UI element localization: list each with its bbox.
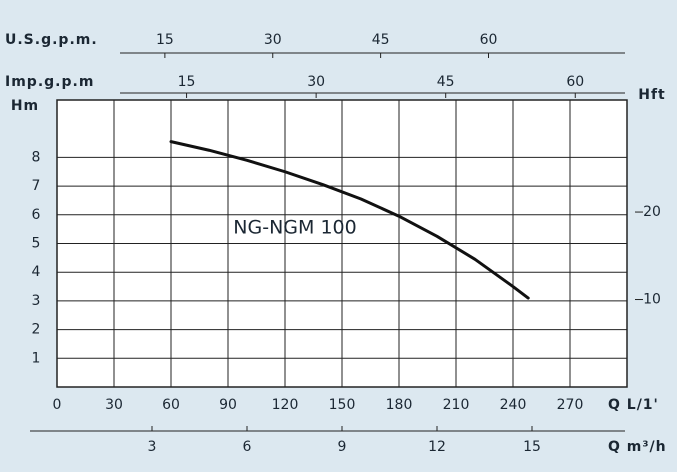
axis-tick-label: 30: [264, 32, 282, 48]
axis-tick-label: 15: [156, 32, 174, 48]
axis-tick-label: 9: [338, 439, 347, 455]
y-tick-label: 7: [32, 178, 41, 194]
y-tick-label: 6: [32, 207, 41, 223]
x-axis-label: Q L/1': [608, 397, 659, 413]
x-tick-label: 0: [53, 397, 62, 413]
axis-tick-label: 45: [372, 32, 390, 48]
x-tick-label: 270: [557, 397, 584, 413]
y2-axis-label: Hft: [638, 87, 666, 103]
x-tick-label: 150: [329, 397, 356, 413]
axis-tick-label: 15: [178, 74, 196, 90]
axis-tick-label: 60: [566, 74, 584, 90]
y-tick-label: 8: [32, 149, 41, 165]
x-tick-label: 210: [443, 397, 470, 413]
axis-label: Q m³/h: [608, 439, 667, 455]
axis-label: U.S.g.p.m.: [5, 32, 98, 48]
axis-tick-label: 30: [307, 74, 325, 90]
y-tick-label: 3: [32, 293, 41, 309]
y2-tick-label: 20: [643, 204, 661, 220]
curve: [169, 140, 530, 300]
y-tick-label: 1: [32, 350, 41, 366]
series-label: NG-NGM 100: [233, 217, 356, 239]
axis-tick-label: 15: [523, 439, 541, 455]
y-axis-label: Hm: [11, 98, 39, 114]
x-tick-label: 30: [105, 397, 123, 413]
axis-tick-label: 3: [148, 439, 157, 455]
x-tick-label: 60: [162, 397, 180, 413]
x-tick-label: 120: [272, 397, 299, 413]
y2-tick-label: 10: [643, 292, 661, 308]
y-tick-label: 4: [32, 264, 41, 280]
axis-tick-label: 6: [243, 439, 252, 455]
axis-label: Imp.g.p.m: [5, 74, 94, 90]
x-tick-label: 240: [500, 397, 527, 413]
y-tick-label: 2: [32, 322, 41, 338]
x-tick-label: 180: [386, 397, 413, 413]
axis-tick-label: 60: [480, 32, 498, 48]
y-tick-label: 5: [32, 236, 41, 252]
axis-tick-label: 12: [428, 439, 446, 455]
x-tick-label: 90: [219, 397, 237, 413]
axis-tick-label: 45: [437, 74, 455, 90]
plot-border: [56, 99, 628, 388]
